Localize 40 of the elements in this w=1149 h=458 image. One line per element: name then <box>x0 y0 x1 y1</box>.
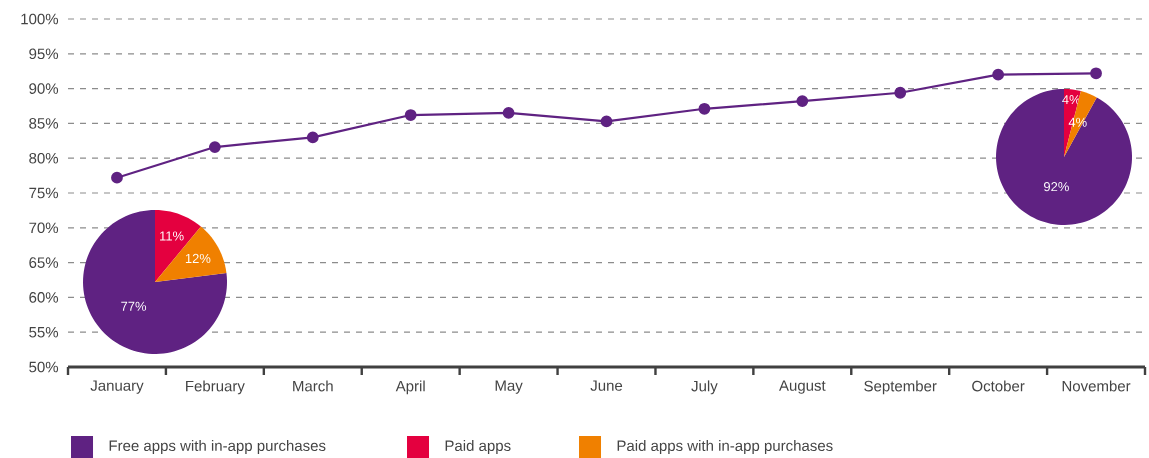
data-label: 12% <box>185 253 211 263</box>
y-tick-label: 75% <box>29 187 59 199</box>
y-tick-label: 50% <box>29 361 59 373</box>
point <box>208 141 221 153</box>
y-tick-label: 80% <box>29 152 59 164</box>
point <box>894 86 907 99</box>
legend-label: Paid apps with in-app purchases <box>617 440 833 454</box>
point <box>796 95 809 108</box>
y-tick-label: 55% <box>29 326 59 338</box>
legend-label: Free apps with in-app purchases <box>109 440 326 454</box>
legend-label: Paid apps <box>445 440 511 454</box>
y-tick-label: 90% <box>29 83 59 94</box>
point <box>698 102 711 115</box>
x-tick-label: April <box>395 380 425 395</box>
point <box>306 131 319 144</box>
point <box>502 107 515 119</box>
y-tick-label: 65% <box>29 257 59 268</box>
y-tick-label: 95% <box>29 48 59 60</box>
data-label: 11% <box>160 231 184 241</box>
x-tick-label: January <box>90 380 144 394</box>
x-tick-label: March <box>293 380 333 392</box>
y-tick-label: 60% <box>29 292 59 303</box>
point <box>404 109 417 121</box>
point <box>600 115 613 128</box>
point <box>111 171 123 184</box>
y-tick-label: 70% <box>29 222 59 234</box>
x-tick-label: May <box>495 380 523 394</box>
x-tick-label: August <box>779 380 826 394</box>
y-tick-label: 100% <box>21 13 59 25</box>
x-tick-label: November <box>1062 380 1131 392</box>
x-tick-label: July <box>691 380 718 395</box>
point <box>1090 67 1102 80</box>
data-label: 92% <box>1043 182 1069 192</box>
y-tick-label: 85% <box>29 118 59 129</box>
x-tick-label: October <box>972 380 1025 392</box>
x-tick-label: February <box>186 380 245 395</box>
x-tick-label: June <box>590 380 623 391</box>
point <box>992 68 1005 81</box>
x-tick-label: September <box>864 380 937 395</box>
data-label: 77% <box>121 301 147 311</box>
